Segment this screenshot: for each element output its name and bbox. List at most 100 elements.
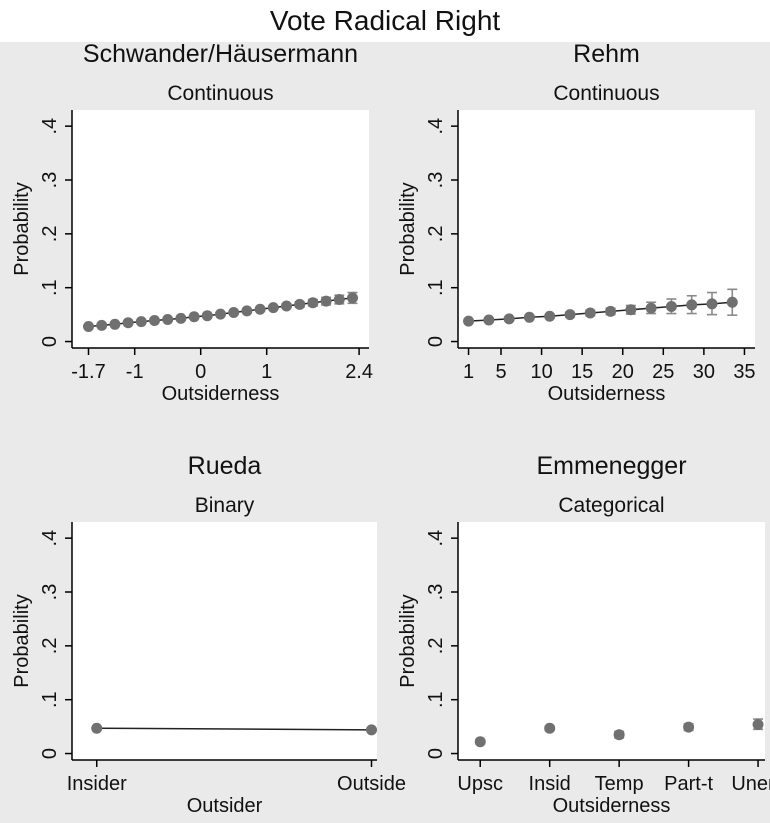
y-tick-label: .4 xyxy=(39,530,61,547)
data-point xyxy=(254,303,266,315)
chart-panel-3: Rueda Binary 0 .1 .2 .3 .4 Insider Outside Outsid… xyxy=(11,452,406,817)
x-axis-label: Outsiderness xyxy=(548,383,666,405)
data-point xyxy=(544,310,556,322)
x-tick-label: 20 xyxy=(612,361,634,383)
y-tick-label: .2 xyxy=(425,638,447,655)
panel-subtitle: Categorical xyxy=(558,494,664,517)
data-point xyxy=(294,298,306,310)
x-tick-label: Temp xyxy=(595,773,644,795)
data-point xyxy=(645,302,657,314)
panel-title: Emmenegger xyxy=(536,452,686,480)
y-tick-label: .2 xyxy=(39,638,61,655)
y-tick-label: .2 xyxy=(425,226,447,243)
y-tick-label: .1 xyxy=(425,691,447,708)
data-point xyxy=(109,318,121,330)
data-point xyxy=(474,736,486,748)
data-point xyxy=(201,310,213,322)
data-point xyxy=(625,304,637,316)
data-point xyxy=(162,313,174,325)
y-tick-label: .1 xyxy=(39,279,61,296)
plot-area xyxy=(458,522,765,760)
y-axis-label: Probability xyxy=(11,594,33,687)
x-tick-label: Unem xyxy=(731,773,770,795)
data-point xyxy=(347,292,358,304)
data-point xyxy=(686,299,698,311)
y-axis-label: Probability xyxy=(11,182,33,275)
y-tick-label: .3 xyxy=(425,584,447,601)
x-tick-label: 0 xyxy=(195,361,206,383)
x-tick-label: 1 xyxy=(463,361,474,383)
data-point xyxy=(333,294,345,306)
x-tick-label: 15 xyxy=(571,361,593,383)
data-point xyxy=(135,316,147,328)
y-tick-label: .1 xyxy=(39,691,61,708)
panel-subtitle: Binary xyxy=(195,494,255,517)
chart-panel-1: Schwander/Häusermann Continuous 0 .1 .2 .3 .4 -… xyxy=(11,40,373,405)
y-tick-label: .3 xyxy=(425,172,447,189)
data-point xyxy=(683,721,695,733)
x-tick-label: 10 xyxy=(530,361,552,383)
panel-title: Schwander/Häusermann xyxy=(83,40,358,68)
y-tick-label: 0 xyxy=(425,336,447,347)
x-tick-label: 1 xyxy=(261,361,272,383)
data-point xyxy=(228,306,240,318)
y-tick-label: .1 xyxy=(425,279,447,296)
x-tick-label: Insider xyxy=(67,773,127,795)
y-tick-label: .4 xyxy=(39,118,61,135)
data-point xyxy=(523,311,535,323)
data-point xyxy=(665,301,677,313)
y-tick-label: 0 xyxy=(425,748,447,759)
y-tick-label: 0 xyxy=(39,336,61,347)
x-axis-label: Outsider xyxy=(187,795,263,817)
data-point xyxy=(605,305,617,317)
data-point xyxy=(483,314,495,326)
y-tick-label: 0 xyxy=(39,748,61,759)
data-point xyxy=(241,305,253,317)
y-tick-label: .4 xyxy=(425,118,447,135)
x-axis-label: Outsiderness xyxy=(553,795,671,817)
data-point xyxy=(463,315,475,327)
x-tick-label: 35 xyxy=(733,361,755,383)
data-point xyxy=(307,297,319,309)
data-point xyxy=(706,298,718,310)
x-tick-label: -1.7 xyxy=(71,361,105,383)
x-tick-label: 30 xyxy=(693,361,715,383)
data-point xyxy=(564,309,576,321)
x-axis-label: Outsiderness xyxy=(162,383,280,405)
x-tick-label: 5 xyxy=(495,361,506,383)
chart-panel-2: Rehm Continuous 0 .1 .2 .3 .4 1 5 10 15 20 25 30 35 Out… xyxy=(397,40,756,405)
y-tick-label: .4 xyxy=(425,530,447,547)
data-point xyxy=(175,312,187,324)
data-point xyxy=(122,317,134,329)
data-point xyxy=(366,724,378,736)
panel-subtitle: Continuous xyxy=(167,82,273,105)
data-point xyxy=(584,307,596,319)
data-point xyxy=(613,729,625,741)
data-point xyxy=(503,313,515,325)
data-point xyxy=(215,308,226,320)
data-point xyxy=(83,320,94,332)
data-point xyxy=(544,722,556,734)
chart-panels: Schwander/Häusermann Continuous 0 .1 .2 .3 .4 -… xyxy=(11,40,770,817)
data-point xyxy=(267,302,279,314)
panel-title: Rueda xyxy=(188,452,262,480)
data-point xyxy=(188,311,200,323)
figure-title: Vote Radical Right xyxy=(270,5,501,36)
y-axis-label: Probability xyxy=(397,182,419,275)
panel-subtitle: Continuous xyxy=(553,82,659,105)
data-point xyxy=(281,300,292,312)
y-tick-label: .2 xyxy=(39,226,61,243)
chart-panel-4: Emmenegger Categorical 0 .1 .2 .3 .4 Upsc Insid T… xyxy=(397,452,770,817)
plot-area xyxy=(72,522,377,760)
x-tick-label: -1 xyxy=(126,361,144,383)
data-point xyxy=(320,295,332,307)
x-tick-label: 25 xyxy=(652,361,674,383)
y-axis-label: Probability xyxy=(397,594,419,687)
x-tick-label: 2.4 xyxy=(345,361,373,383)
x-tick-label: Upsc xyxy=(457,773,503,795)
x-tick-label: Insid xyxy=(529,773,571,795)
x-tick-label: Part-t xyxy=(664,773,713,795)
y-tick-label: .3 xyxy=(39,172,61,189)
series-line xyxy=(96,727,372,731)
